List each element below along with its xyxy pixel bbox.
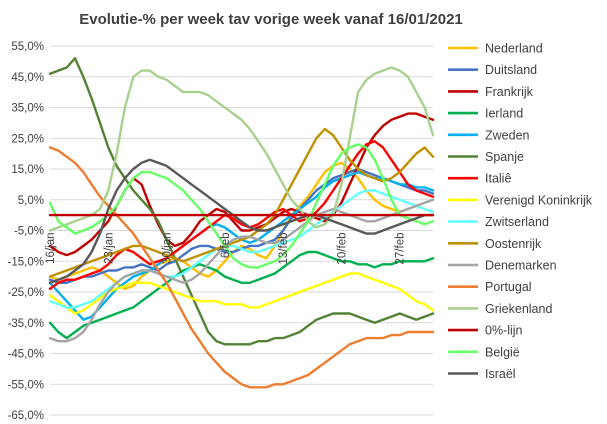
legend-label: Griekenland bbox=[485, 302, 552, 316]
x-axis-ticks: 16/jan 23/jan 30/jan 6/feb 13/feb 20/feb 27/fe… bbox=[45, 233, 407, 265]
y-tick-label: -35,0% bbox=[8, 318, 44, 330]
legend-label: Oostenrijk bbox=[485, 237, 542, 251]
series-line-denemarken bbox=[48, 198, 435, 343]
series-line-ierland bbox=[48, 250, 435, 340]
x-tick-label: 23/jan bbox=[103, 233, 115, 264]
legend-label: Nederland bbox=[485, 42, 543, 56]
legend-label: Israël bbox=[485, 367, 516, 381]
legend-label: Frankrijk bbox=[485, 85, 534, 99]
legend-label: Portugal bbox=[485, 280, 532, 294]
series-line-griekenland bbox=[48, 66, 435, 232]
x-tick-label: 16/jan bbox=[45, 233, 57, 264]
series-line-verenigd-koninkrijk bbox=[48, 272, 435, 315]
x-tick-label: 30/jan bbox=[162, 233, 174, 264]
y-tick-label: 5,0% bbox=[18, 195, 44, 207]
legend-label: 0%-lijn bbox=[485, 324, 523, 338]
y-tick-label: -55,0% bbox=[8, 379, 44, 391]
legend-label: Denemarken bbox=[485, 259, 557, 273]
y-tick-label: -65,0% bbox=[8, 410, 44, 422]
legend-label: België bbox=[485, 345, 520, 359]
y-tick-label: -5,0% bbox=[14, 226, 44, 238]
legend-label: Zweden bbox=[485, 128, 530, 142]
x-tick-label: 13/feb bbox=[278, 233, 290, 265]
x-tick-label: 20/feb bbox=[336, 233, 348, 265]
chart-title: Evolutie-% per week tav vorige week vana… bbox=[79, 11, 463, 28]
series-line-oostenrijk bbox=[48, 127, 435, 278]
series-line-itali- bbox=[48, 140, 435, 291]
gridlines bbox=[50, 45, 433, 416]
y-tick-label: 35,0% bbox=[11, 103, 44, 115]
series-line-nederland bbox=[48, 161, 435, 291]
y-tick-label: -15,0% bbox=[8, 256, 44, 268]
series-line-belgi- bbox=[48, 143, 435, 269]
y-tick-label: 15,0% bbox=[11, 164, 44, 176]
legend-label: Zwitserland bbox=[485, 215, 549, 229]
legend-label: Ierland bbox=[485, 107, 523, 121]
legend-label: Spanje bbox=[485, 150, 524, 164]
y-tick-label: -45,0% bbox=[8, 349, 44, 361]
legend-label: Italiê bbox=[485, 172, 511, 186]
y-tick-label: 45,0% bbox=[11, 72, 44, 84]
legend: Nederland Duitsland Frankrijk Ierland Zweden… bbox=[448, 42, 593, 381]
series-line-isra-l bbox=[48, 158, 435, 284]
legend-label: Verenigd Koninkrijk bbox=[485, 193, 593, 207]
y-tick-label: 55,0% bbox=[11, 41, 44, 53]
x-tick-label: 6/feb bbox=[220, 233, 232, 259]
legend-label: Duitsland bbox=[485, 63, 537, 77]
series-lines bbox=[48, 57, 435, 389]
y-tick-label: 25,0% bbox=[11, 133, 44, 145]
y-tick-label: -25,0% bbox=[8, 287, 44, 299]
x-tick-label: 27/feb bbox=[395, 233, 407, 265]
y-axis-ticks: 55,0% 45,0% 35,0% 25,0% 15,0% 5,0% -5,0% -15,0%… bbox=[8, 41, 44, 422]
series-line-portugal bbox=[48, 146, 435, 389]
series-line-spanje bbox=[48, 57, 435, 346]
